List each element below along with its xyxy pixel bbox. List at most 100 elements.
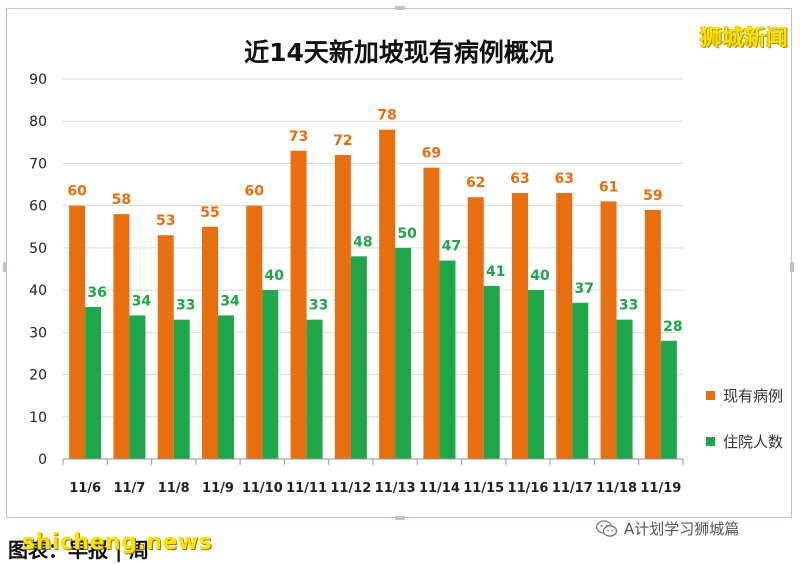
data-label-hospital: 50 [397, 226, 417, 242]
x-tick-label: 11/17 [552, 481, 593, 496]
data-label-current: 59 [643, 188, 662, 204]
legend-item-hospital: 住院人数 [706, 418, 783, 464]
y-tick-label: 90 [29, 72, 47, 88]
data-label-hospital: 40 [265, 268, 285, 284]
data-label-hospital: 37 [575, 281, 594, 297]
y-tick-label: 50 [29, 241, 47, 257]
y-tick-label: 70 [29, 156, 47, 172]
data-label-current: 53 [156, 213, 175, 229]
bar-hospital [129, 315, 146, 459]
data-label-current: 61 [599, 179, 618, 195]
y-tick-label: 80 [29, 114, 47, 130]
site-watermark: shicheng.news [22, 530, 213, 555]
x-tick-label: 11/13 [375, 481, 416, 496]
resize-handle-right[interactable] [790, 262, 794, 272]
bar-hospital [306, 319, 323, 459]
bar-current [423, 167, 440, 459]
bar-current [556, 193, 573, 459]
data-label-current: 62 [466, 175, 485, 191]
bar-hospital [173, 319, 190, 459]
data-label-hospital: 41 [486, 264, 505, 280]
chart-frame: 近14天新加坡现有病例概况 60 36 58 34 53 33 55 34 60 40 73 33 72… [6, 8, 792, 518]
bar-current [113, 214, 130, 459]
bar-current [467, 197, 484, 459]
x-tick-label: 11/10 [242, 481, 283, 496]
x-tick-label: 11/18 [596, 481, 637, 496]
x-tick-label: 11/11 [286, 481, 327, 496]
wechat-account-name: A计划学习狮城篇 [624, 520, 740, 538]
bar-hospital [572, 302, 589, 459]
bar-hospital [262, 290, 279, 459]
bar-hospital [616, 319, 633, 459]
data-label-current: 60 [245, 184, 265, 200]
y-tick-label: 60 [29, 199, 47, 215]
x-tick-label: 11/12 [330, 481, 371, 496]
bar-hospital [218, 315, 234, 459]
data-label-current: 78 [377, 108, 396, 124]
bar-current [334, 155, 351, 459]
bar-current [600, 201, 617, 459]
x-tick-label: 11/16 [508, 481, 549, 496]
data-label-hospital: 33 [176, 298, 195, 314]
wechat-icon [596, 519, 618, 537]
legend-item-current: 现有病例 [706, 372, 783, 418]
bar-current [512, 193, 528, 459]
data-label-current: 73 [289, 129, 308, 145]
bar-hospital [528, 290, 544, 459]
data-label-hospital: 33 [619, 298, 638, 314]
data-label-hospital: 48 [353, 234, 372, 250]
bar-current [157, 235, 174, 459]
data-label-hospital: 40 [530, 268, 550, 284]
y-tick-label: 10 [29, 410, 47, 426]
legend-label-hospital: 住院人数 [723, 432, 784, 451]
x-tick-label: 11/6 [69, 481, 101, 496]
bar-current [290, 150, 307, 459]
y-tick-label: 40 [29, 283, 47, 299]
legend-swatch-current [706, 390, 715, 400]
bar-hospital [85, 307, 102, 459]
y-tick-label: 0 [38, 452, 47, 468]
data-label-hospital: 36 [87, 285, 106, 301]
data-label-hospital: 34 [132, 293, 152, 309]
data-label-current: 63 [555, 171, 574, 187]
resize-handle-left[interactable] [3, 262, 7, 272]
bar-current [644, 209, 661, 459]
brand-logo: 狮城新闻 [699, 26, 788, 51]
y-tick-label: 20 [29, 368, 47, 384]
x-tick-label: 11/7 [113, 481, 145, 496]
data-label-hospital: 28 [663, 319, 682, 335]
legend-swatch-hospital [706, 436, 715, 446]
resize-handle-bottom[interactable] [395, 516, 405, 520]
data-label-current: 58 [112, 192, 131, 208]
bar-current [246, 205, 263, 459]
data-label-current: 72 [333, 133, 352, 149]
bar-hospital [395, 247, 412, 459]
bar-hospital [439, 260, 456, 459]
chart-title: 近14天新加坡现有病例概况 [244, 38, 554, 67]
bar-hospital [350, 256, 367, 459]
x-tick-label: 11/19 [640, 481, 681, 496]
x-tick-label: 11/9 [202, 481, 234, 496]
data-label-hospital: 34 [220, 293, 240, 309]
y-tick-label: 30 [29, 325, 47, 341]
data-label-current: 63 [510, 171, 529, 187]
bar-hospital [483, 285, 500, 459]
bar-hospital [660, 340, 677, 459]
x-tick-label: 11/14 [419, 481, 460, 496]
bar-chart: 近14天新加坡现有病例概况 60 36 58 34 53 33 55 34 60 40 73 33 72… [29, 38, 684, 496]
data-label-current: 55 [200, 205, 219, 221]
bar-current [202, 226, 218, 459]
data-label-current: 69 [422, 146, 441, 162]
x-tick-label: 11/8 [158, 481, 190, 496]
bar-current [69, 205, 86, 459]
legend-label-current: 现有病例 [723, 386, 784, 405]
resize-handle-top[interactable] [395, 6, 405, 10]
data-label-current: 60 [67, 184, 87, 200]
wechat-account: A计划学习狮城篇 [596, 518, 739, 539]
x-tick-label: 11/15 [463, 481, 504, 496]
data-label-hospital: 47 [442, 239, 461, 255]
chart-legend: 现有病例 住院人数 [706, 372, 783, 464]
chart-caption: 图表：早报 | 周 [8, 538, 150, 562]
bar-current [379, 129, 396, 459]
data-label-hospital: 33 [309, 298, 328, 314]
